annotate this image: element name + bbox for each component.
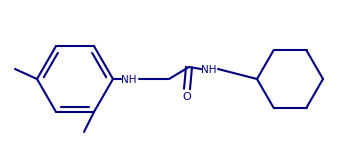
Text: NH: NH: [201, 65, 217, 75]
Text: NH: NH: [121, 75, 137, 85]
Text: O: O: [183, 92, 191, 102]
